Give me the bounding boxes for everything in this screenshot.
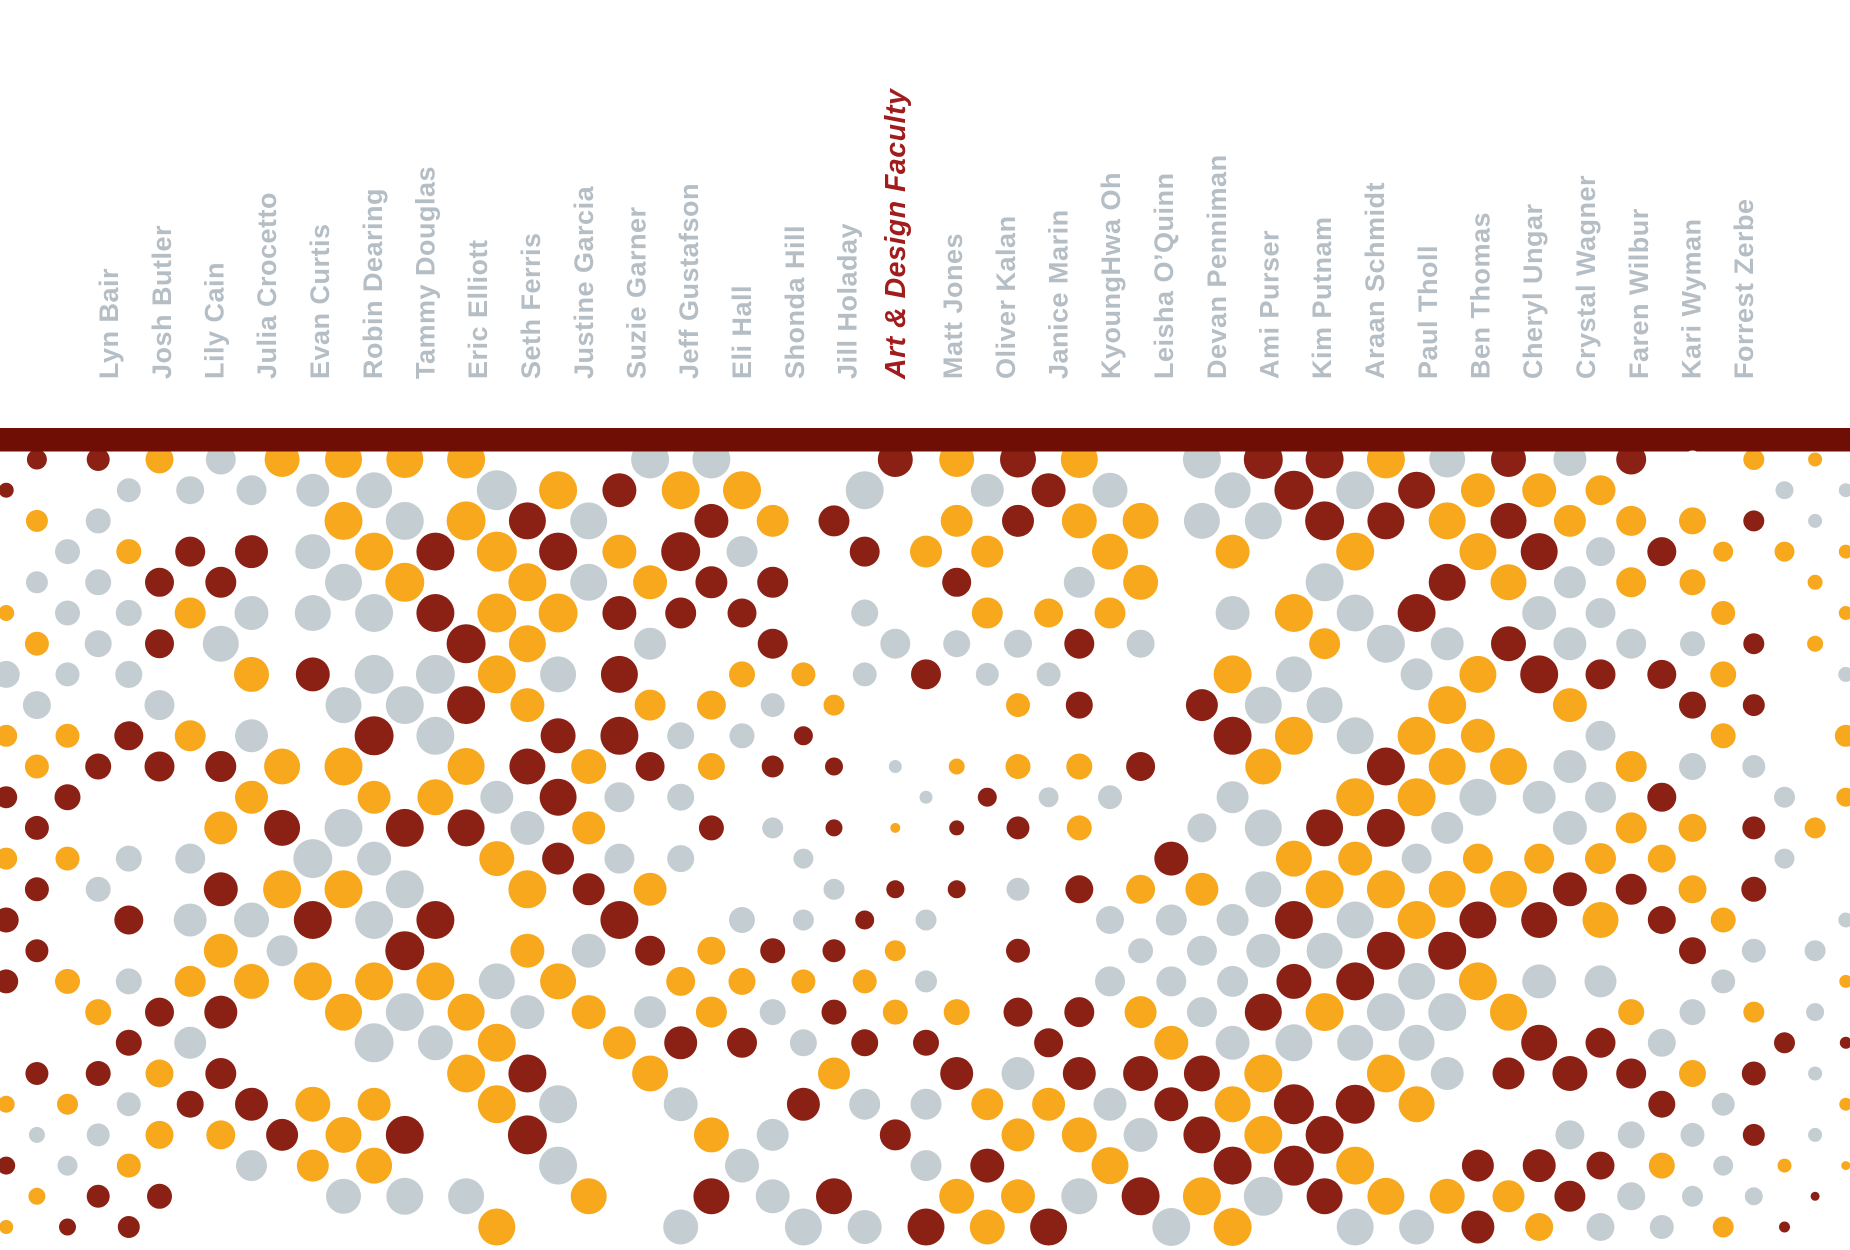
svg-text:Matt Jones: Matt Jones <box>938 233 968 379</box>
svg-text:Kari Wyman: Kari Wyman <box>1677 218 1707 379</box>
svg-text:Jill Holaday: Jill Holaday <box>833 223 863 379</box>
svg-text:Devan Penniman: Devan Penniman <box>1202 154 1232 379</box>
svg-text:Lyn Bair: Lyn Bair <box>94 268 124 379</box>
svg-text:Leisha O’Quinn: Leisha O’Quinn <box>1149 172 1179 379</box>
svg-text:Justine Garcia: Justine Garcia <box>569 185 599 379</box>
svg-text:Lily Cain: Lily Cain <box>200 262 230 379</box>
svg-text:Janice Marin: Janice Marin <box>1044 209 1074 379</box>
svg-text:Crystal Wagner: Crystal Wagner <box>1571 175 1601 379</box>
svg-text:Tammy Douglas: Tammy Douglas <box>411 166 441 379</box>
svg-text:Paul Tholl: Paul Tholl <box>1413 245 1443 379</box>
svg-text:Ben Thomas: Ben Thomas <box>1466 212 1496 379</box>
svg-text:Evan Curtis: Evan Curtis <box>305 223 335 379</box>
svg-text:Eli Hall: Eli Hall <box>727 285 757 379</box>
svg-text:Shonda Hill: Shonda Hill <box>780 225 810 379</box>
svg-text:Oliver Kalan: Oliver Kalan <box>991 215 1021 379</box>
svg-text:Eric Elliott: Eric Elliott <box>463 239 493 379</box>
svg-text:Robin Dearing: Robin Dearing <box>358 188 388 379</box>
svg-text:Art & Design Faculty: Art & Design Faculty <box>880 87 912 380</box>
svg-text:Seth Ferris: Seth Ferris <box>516 232 546 379</box>
svg-text:KyoungHwa Oh: KyoungHwa Oh <box>1096 172 1126 379</box>
svg-text:Suzie Garner: Suzie Garner <box>622 206 652 379</box>
svg-text:Kim Putnam: Kim Putnam <box>1307 216 1337 379</box>
svg-text:Josh Butler: Josh Butler <box>147 225 177 379</box>
svg-text:Araan Schmidt: Araan Schmidt <box>1360 182 1390 379</box>
svg-text:Jeff Gustafson: Jeff Gustafson <box>674 183 704 379</box>
svg-text:Ami Purser: Ami Purser <box>1255 230 1285 379</box>
svg-text:Julia Crocetto: Julia Crocetto <box>252 192 282 379</box>
svg-text:Faren Wilbur: Faren Wilbur <box>1624 208 1654 379</box>
svg-text:Cheryl Ungar: Cheryl Ungar <box>1518 203 1548 379</box>
svg-text:Forrest Zerbe: Forrest Zerbe <box>1729 198 1759 379</box>
